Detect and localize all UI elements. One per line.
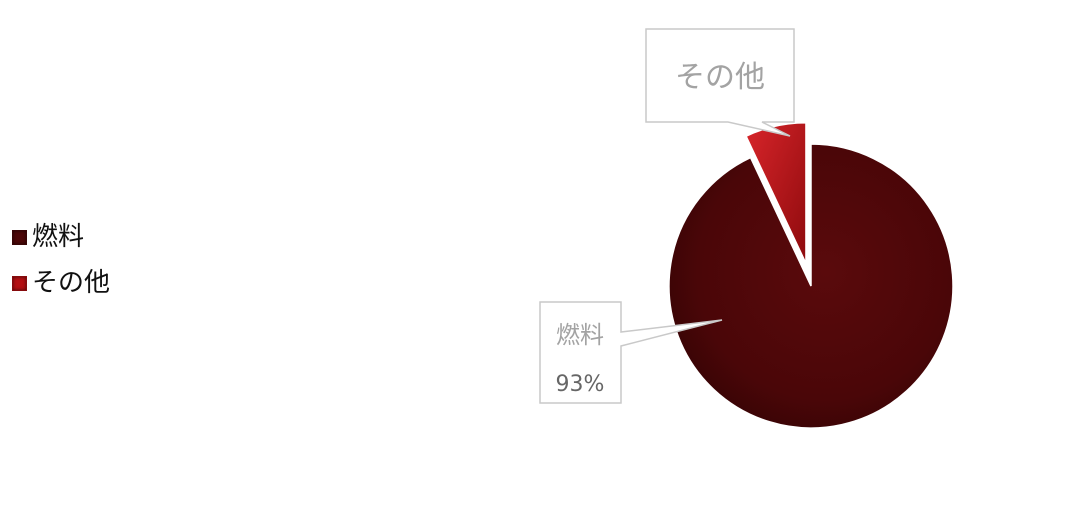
legend-item-fuel[interactable]: 燃料	[12, 222, 110, 252]
legend: 燃料 その他	[12, 222, 110, 314]
data-label-fuel-value: 93%	[556, 372, 605, 397]
legend-swatch-other	[12, 275, 27, 291]
callout-box-fuel	[539, 301, 723, 404]
callout-box-other	[645, 28, 795, 137]
data-label-other-text: その他	[675, 60, 765, 95]
data-label-fuel-name: 燃料	[556, 321, 604, 349]
pie-slice-fuel[interactable]	[668, 143, 954, 429]
legend-item-other[interactable]: その他	[12, 268, 110, 298]
legend-swatch-fuel	[12, 229, 27, 245]
pie-slices	[668, 121, 954, 429]
legend-label-fuel: 燃料	[32, 222, 85, 252]
legend-label-other: その他	[32, 268, 111, 298]
pie-slice-other[interactable]	[744, 121, 808, 265]
data-label-fuel: 燃料 93%	[539, 301, 723, 404]
data-label-other: その他	[645, 28, 795, 137]
